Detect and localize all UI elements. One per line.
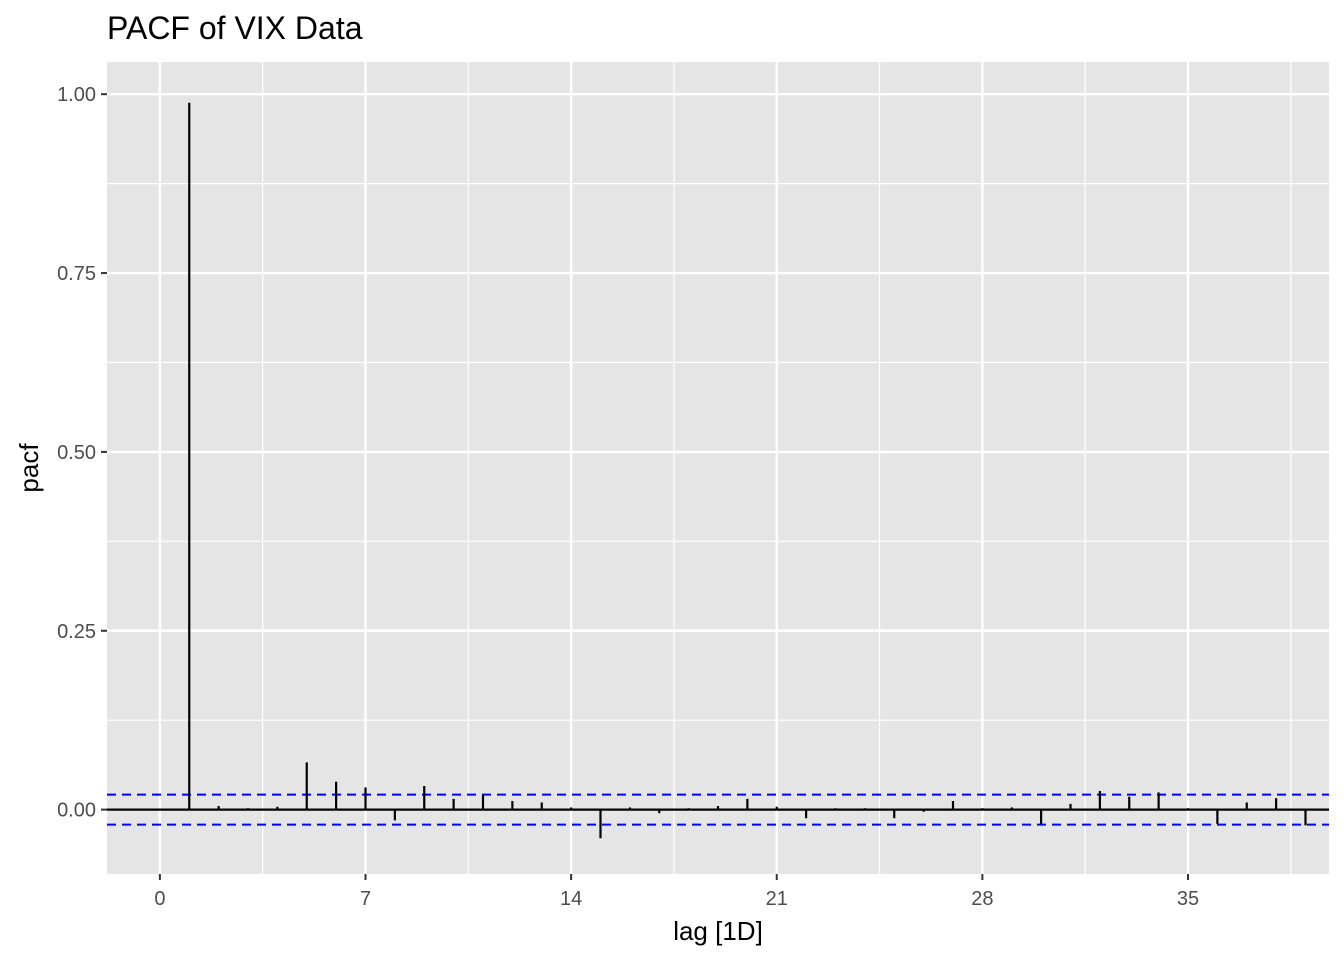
confidence-bands bbox=[107, 793, 1329, 826]
y-tick-label: 0.00 bbox=[57, 800, 96, 822]
x-tick-label: 7 bbox=[360, 888, 371, 910]
x-tick-label: 28 bbox=[971, 888, 993, 910]
y-tick-label: 0.50 bbox=[57, 442, 96, 464]
y-tick-label: 1.00 bbox=[57, 84, 96, 106]
x-axis-ticks: 0 7 14 21 28 35 bbox=[154, 874, 1199, 910]
x-tick-label: 0 bbox=[154, 888, 165, 910]
pacf-bars bbox=[188, 102, 1307, 839]
chart-title: PACF of VIX Data bbox=[107, 10, 363, 46]
x-tick-label: 35 bbox=[1177, 888, 1199, 910]
grid-lines bbox=[107, 62, 1329, 874]
x-tick-label: 21 bbox=[766, 888, 788, 910]
y-tick-label: 0.75 bbox=[57, 263, 96, 285]
y-axis-ticks: 0.00 0.25 0.50 0.75 1.00 bbox=[57, 84, 107, 822]
plot-panel bbox=[107, 62, 1329, 874]
x-tick-label: 14 bbox=[560, 888, 582, 910]
y-axis-title: pacf bbox=[14, 443, 44, 493]
y-tick-label: 0.25 bbox=[57, 621, 96, 643]
x-axis-title: lag [1D] bbox=[673, 916, 763, 946]
